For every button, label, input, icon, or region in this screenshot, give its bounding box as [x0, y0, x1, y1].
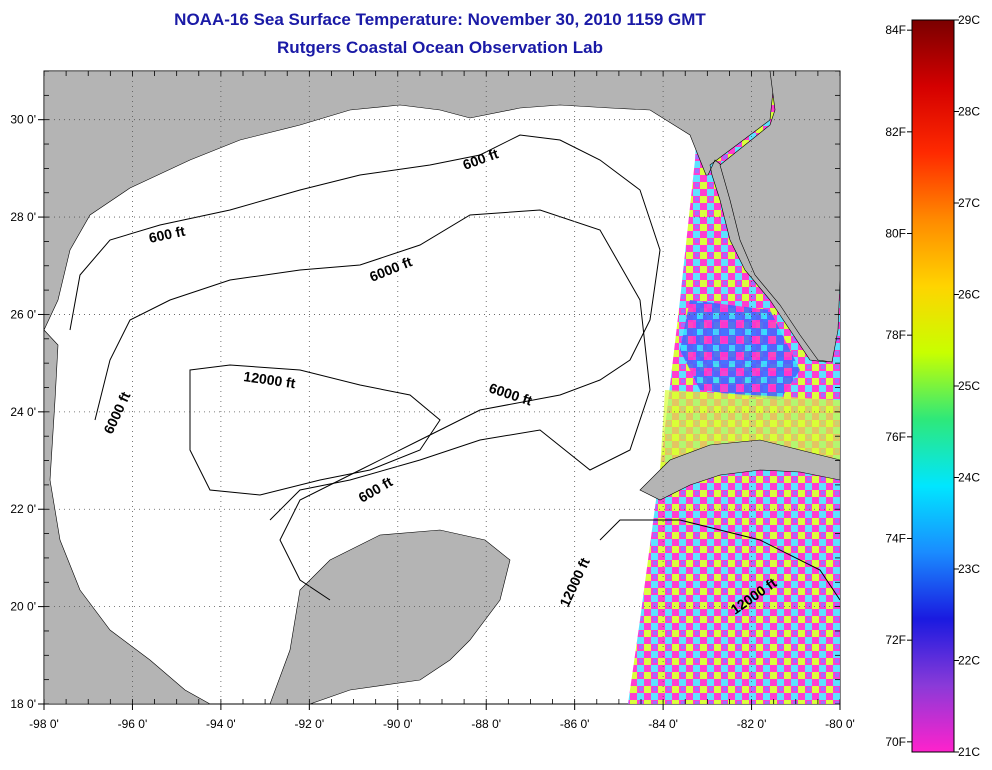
contour-600ft — [69, 134, 661, 601]
map-subtitle: Rutgers Coastal Ocean Observation Lab — [277, 38, 603, 57]
lon-tick-label: -94 0' — [206, 717, 236, 731]
colorbar-f-label: 76F — [885, 430, 906, 444]
land-cuba — [639, 439, 840, 501]
lat-tick-label: 26 0' — [10, 307, 36, 321]
lon-tick-label: -82 0' — [737, 717, 767, 731]
lon-tick-label: -92 0' — [295, 717, 325, 731]
contour-label: 12000 ft — [243, 368, 297, 391]
contour-label: 600 ft — [147, 223, 186, 246]
lon-tick-label: -86 0' — [560, 717, 590, 731]
lat-tick-label: 30 0' — [10, 113, 36, 127]
lon-tick-label: -80 0' — [825, 717, 855, 731]
contour-6000ft — [94, 209, 651, 521]
land-florida — [719, 71, 840, 363]
axis-ticks: -98 0' -96 0' -94 0' -92 0' -90 0' -88 0' -86 … — [10, 70, 855, 731]
lat-tick-label: 18 0' — [10, 697, 36, 711]
colorbar-f-label: 72F — [885, 633, 906, 647]
contour-12000ft-east — [599, 519, 840, 601]
colorbar-c-label: 23C — [958, 562, 980, 576]
colorbar-c-label: 21C — [958, 745, 980, 759]
colorbar-f-label: 70F — [885, 735, 906, 749]
colorbar-f-label: 82F — [885, 125, 906, 139]
lon-tick-label: -88 0' — [471, 717, 501, 731]
colorbar-f-label: 80F — [885, 227, 906, 241]
colorbar-f-label: 78F — [885, 328, 906, 342]
lat-tick-label: 28 0' — [10, 210, 36, 224]
colorbar-f-label: 74F — [885, 532, 906, 546]
map-title: NOAA-16 Sea Surface Temperature: Novembe… — [174, 10, 706, 29]
lon-tick-label: -98 0' — [29, 717, 59, 731]
colorbar-c-label: 25C — [958, 379, 980, 393]
land-yucatan — [269, 529, 511, 704]
land-us-coast — [44, 71, 831, 363]
colorbar-scale — [911, 19, 955, 753]
lat-tick-label: 20 0' — [10, 600, 36, 614]
colorbar-c-label: 29C — [958, 13, 980, 27]
lon-tick-label: -84 0' — [648, 717, 678, 731]
lat-tick-label: 22 0' — [10, 502, 36, 516]
colorbar-f-label: 84F — [885, 23, 906, 37]
lon-tick-label: -90 0' — [383, 717, 413, 731]
colorbar-c-label: 28C — [958, 105, 980, 119]
sst-swath-cool — [680, 300, 800, 400]
contour-12000ft — [189, 364, 441, 496]
colorbar-c-label: 24C — [958, 471, 980, 485]
colorbar-c-label: 22C — [958, 654, 980, 668]
land-mexico — [44, 329, 211, 704]
lat-tick-label: 24 0' — [10, 405, 36, 419]
colorbar-c-label: 26C — [958, 288, 980, 302]
colorbar-c-label: 27C — [958, 196, 980, 210]
lon-tick-label: -96 0' — [118, 717, 148, 731]
grid-lines — [44, 71, 840, 704]
